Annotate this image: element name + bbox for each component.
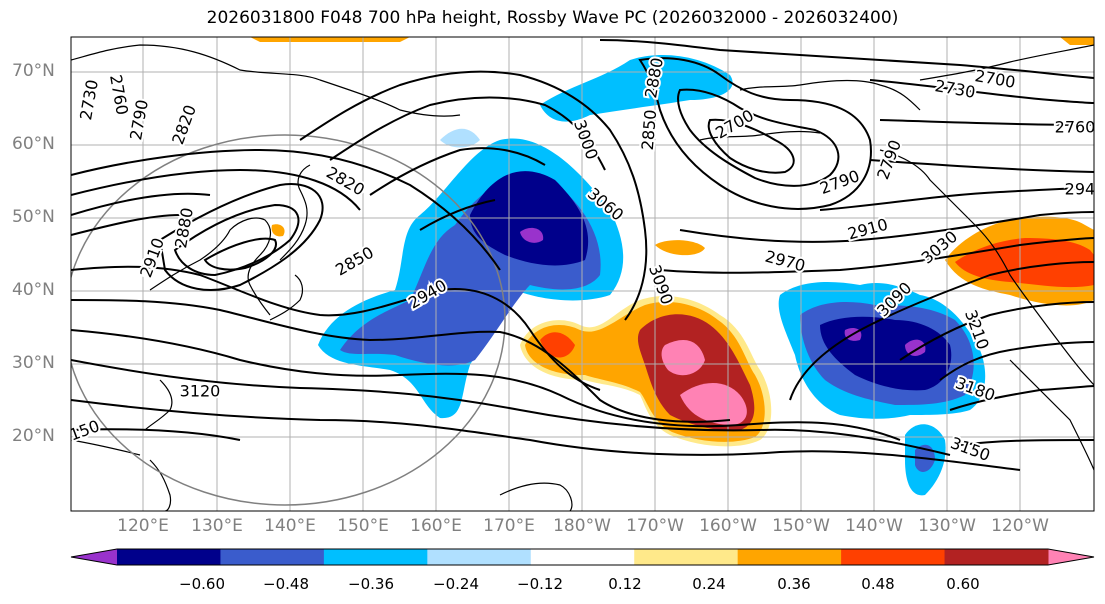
lon-label-120e: 120°E	[117, 516, 169, 536]
lon-label-140e: 140°E	[264, 516, 316, 536]
contour-label-halo: 2760	[1055, 118, 1096, 137]
colorbar-tick: 0.48	[861, 575, 895, 593]
contour-label: 2850	[638, 109, 660, 151]
contour-label: 2940	[1065, 180, 1105, 199]
colorbar-outline	[70, 548, 1095, 566]
colorbar-segment	[427, 549, 532, 565]
contour-label: 3120	[180, 382, 221, 401]
colorbar-tick: 0.60	[946, 575, 980, 593]
colorbar-tick: −0.60	[179, 575, 225, 593]
colorbar-tick: 0.12	[608, 575, 642, 593]
lon-label-170e: 170°E	[483, 516, 535, 536]
lat-label-20n: 20°N	[12, 426, 55, 446]
lat-label-40n: 40°N	[12, 280, 55, 300]
map-title: 2026031800 F048 700 hPa height, Rossby W…	[206, 8, 899, 28]
range-ring	[71, 134, 506, 506]
colorbar-segment	[530, 549, 635, 565]
lon-label-150e: 150°E	[337, 516, 389, 536]
lon-label-160w: 160°W	[699, 516, 757, 536]
colorbar-tick: −0.36	[348, 575, 394, 593]
lon-label-130e: 130°E	[191, 516, 243, 536]
lat-label-30n: 30°N	[12, 353, 55, 373]
colorbar-tick: −0.24	[433, 575, 479, 593]
colorbar-tick: −0.12	[517, 575, 563, 593]
anomaly-shading	[250, 37, 1094, 496]
contour-label-halo: 2940	[1065, 180, 1105, 199]
colorbar-tick: −0.48	[263, 575, 309, 593]
contour-label-halo: 3120	[180, 382, 221, 401]
lon-label-130w: 130°W	[918, 516, 976, 536]
contour-label: 2760	[1055, 118, 1096, 137]
lat-label-70n: 70°N	[12, 61, 55, 81]
lon-label-140w: 140°W	[845, 516, 903, 536]
lon-label-180w: 180°W	[553, 516, 611, 536]
colorbar-segment	[944, 549, 1049, 565]
colorbar-tick: 0.24	[692, 575, 726, 593]
colorbar	[70, 548, 1095, 566]
colorbar-segment	[117, 549, 221, 565]
colorbar-segment	[737, 549, 842, 565]
colorbar-max-extension	[1048, 549, 1094, 565]
lon-label-170w: 170°W	[626, 516, 684, 536]
lat-label-50n: 50°N	[12, 207, 55, 227]
colorbar-segment	[841, 549, 946, 565]
coastlines	[71, 44, 1094, 511]
lon-label-150w: 150°W	[772, 516, 830, 536]
height-contours	[71, 39, 1094, 471]
colorbar-segment	[323, 549, 428, 565]
colorbar-tick: 0.36	[777, 575, 811, 593]
lon-label-160e: 160°E	[410, 516, 462, 536]
lon-label-120w: 120°W	[991, 516, 1049, 536]
lat-label-60n: 60°N	[12, 134, 55, 154]
colorbar-min-extension	[71, 549, 117, 565]
colorbar-segment	[634, 549, 739, 565]
colorbar-segment	[220, 549, 325, 565]
